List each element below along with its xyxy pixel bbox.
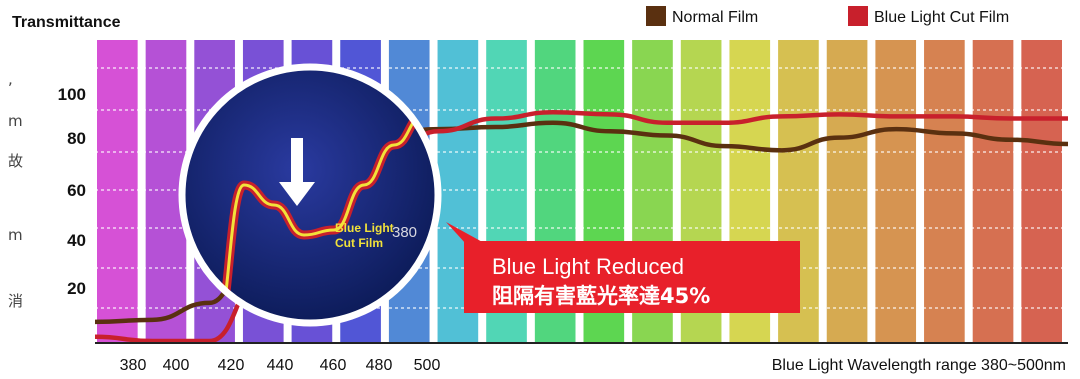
side-text-1: , xyxy=(8,70,13,88)
spectrum-band xyxy=(97,40,138,343)
x-tick-label: 400 xyxy=(163,357,190,374)
lens-tick-label: 380 xyxy=(392,224,417,241)
x-tick-label: 440 xyxy=(267,357,294,374)
lens-ring xyxy=(178,63,442,327)
x-tick-label: 500 xyxy=(414,357,441,374)
spectrum-band xyxy=(924,40,965,343)
spectrum-band xyxy=(826,40,868,343)
side-text-3: 故 xyxy=(8,152,24,170)
y-axis-title: Transmittance xyxy=(12,14,121,31)
y-tick-label: 80 xyxy=(67,129,86,148)
y-tick-label: 40 xyxy=(67,231,86,250)
callout-box xyxy=(464,241,800,313)
callout: Blue Light Reduced 阻隔有害藍光率達45% xyxy=(446,222,800,313)
x-tick-label: 480 xyxy=(366,357,393,374)
x-tick-label: 380 xyxy=(120,357,147,374)
axis-labels: Transmittance 20 40 60 80 100 380 400 420 440 460 4… xyxy=(12,14,1068,374)
x-tick-label: 460 xyxy=(320,357,347,374)
y-tick-label: 20 xyxy=(67,279,86,298)
x-tick-label: 420 xyxy=(218,357,245,374)
lens-label-line-1: Blue Light xyxy=(335,221,394,235)
lens-curve-inner xyxy=(213,113,425,323)
y-tick-label: 60 xyxy=(67,181,86,200)
callout-line-1: Blue Light Reduced xyxy=(492,254,684,279)
x-axis-title: Blue Light Wavelength range 380~500nm xyxy=(772,357,1066,374)
y-tick-label: 100 xyxy=(58,85,86,104)
spectrum-band xyxy=(972,40,1014,343)
legend-swatch xyxy=(646,6,666,26)
lens-label-line-2: Cut Film xyxy=(335,236,383,250)
legend: Normal Film Blue Light Cut Film xyxy=(646,6,1009,26)
arrow-down-icon xyxy=(279,138,315,206)
legend-label: Blue Light Cut Film xyxy=(874,9,1009,26)
side-text-5: 消 xyxy=(8,292,24,310)
callout-pointer xyxy=(446,222,486,244)
callout-line-2: 阻隔有害藍光率達45% xyxy=(492,284,710,308)
spectrum-band xyxy=(875,40,917,343)
legend-swatch xyxy=(848,6,868,26)
side-text-4: m xyxy=(8,226,23,244)
side-text-2: m xyxy=(8,112,23,130)
lens-curve xyxy=(211,110,426,323)
spectrum-band xyxy=(1021,40,1062,343)
lens-background xyxy=(182,67,438,323)
legend-label: Normal Film xyxy=(672,9,758,26)
